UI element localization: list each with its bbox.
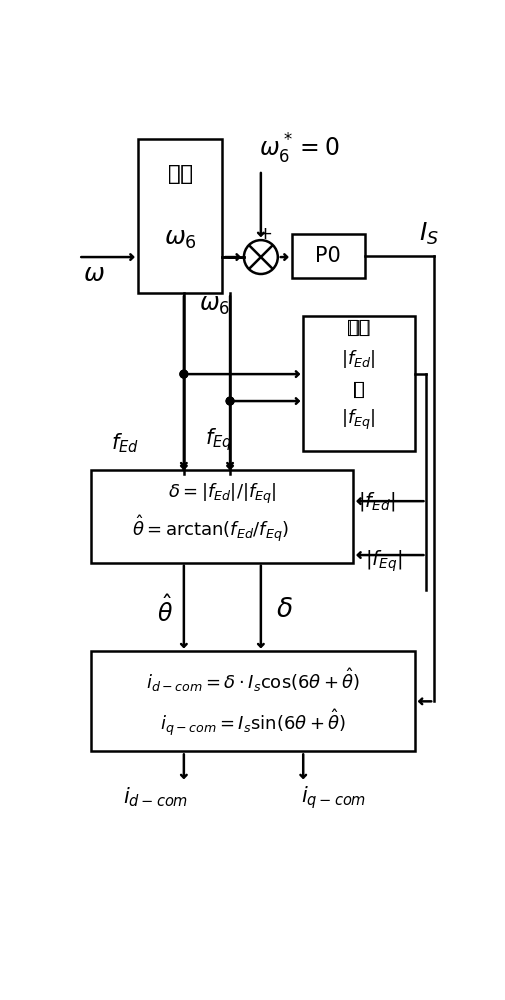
Text: $\delta=|f_{Ed}|/|f_{Eq}|$: $\delta=|f_{Ed}|/|f_{Eq}|$ <box>168 482 276 506</box>
Text: 和: 和 <box>352 380 363 398</box>
Circle shape <box>226 397 233 405</box>
Text: $I_S$: $I_S$ <box>418 221 438 247</box>
Text: $|f_{Ed}|$: $|f_{Ed}|$ <box>357 490 394 513</box>
Text: −: − <box>225 249 243 269</box>
Text: $\hat{\theta}=\mathrm{arctan}(f_{Ed}/f_{Eq})$: $\hat{\theta}=\mathrm{arctan}(f_{Ed}/f_{… <box>132 513 289 544</box>
Text: $i_{d-com}=\delta\cdot I_s\cos(6\theta+\hat{\theta})$: $i_{d-com}=\delta\cdot I_s\cos(6\theta+\… <box>145 666 360 694</box>
Text: $\delta$: $\delta$ <box>275 597 292 623</box>
Text: $f_{Ed}$: $f_{Ed}$ <box>111 432 138 455</box>
Bar <box>137 139 222 293</box>
Text: $f_{Eq}$: $f_{Eq}$ <box>205 426 232 453</box>
Text: 和: 和 <box>352 380 364 399</box>
Text: $i_{q-com}=I_s\sin(6\theta+\hat{\theta})$: $i_{q-com}=I_s\sin(6\theta+\hat{\theta})… <box>160 707 345 738</box>
Text: +: + <box>257 225 272 243</box>
Bar <box>302 316 414 451</box>
Text: $\omega_6$: $\omega_6$ <box>198 293 230 317</box>
Text: $\omega$: $\omega$ <box>83 262 105 286</box>
Bar <box>91 470 352 563</box>
Text: $\omega_6$: $\omega_6$ <box>163 227 196 251</box>
Text: 计算: 计算 <box>347 319 369 337</box>
Text: P0: P0 <box>314 246 340 266</box>
Text: $i_{d-com}$: $i_{d-com}$ <box>123 786 188 809</box>
Text: 计算: 计算 <box>167 164 192 184</box>
Text: $|f_{Eq}|$: $|f_{Eq}|$ <box>365 548 402 574</box>
Circle shape <box>226 397 233 405</box>
Text: 计算: 计算 <box>167 164 192 184</box>
Circle shape <box>180 370 187 378</box>
Bar <box>291 234 364 278</box>
Text: $\omega_6^* = 0$: $\omega_6^* = 0$ <box>259 132 339 166</box>
Text: $|f_{Eq}|$: $|f_{Eq}|$ <box>341 408 375 432</box>
Text: $i_{q-com}$: $i_{q-com}$ <box>301 784 366 811</box>
Text: 计算: 计算 <box>346 318 370 337</box>
Text: $\hat{\theta}$: $\hat{\theta}$ <box>157 596 172 627</box>
Text: $|f_{Ed}|$: $|f_{Ed}|$ <box>341 348 375 370</box>
Bar <box>91 651 414 751</box>
Circle shape <box>180 370 187 378</box>
